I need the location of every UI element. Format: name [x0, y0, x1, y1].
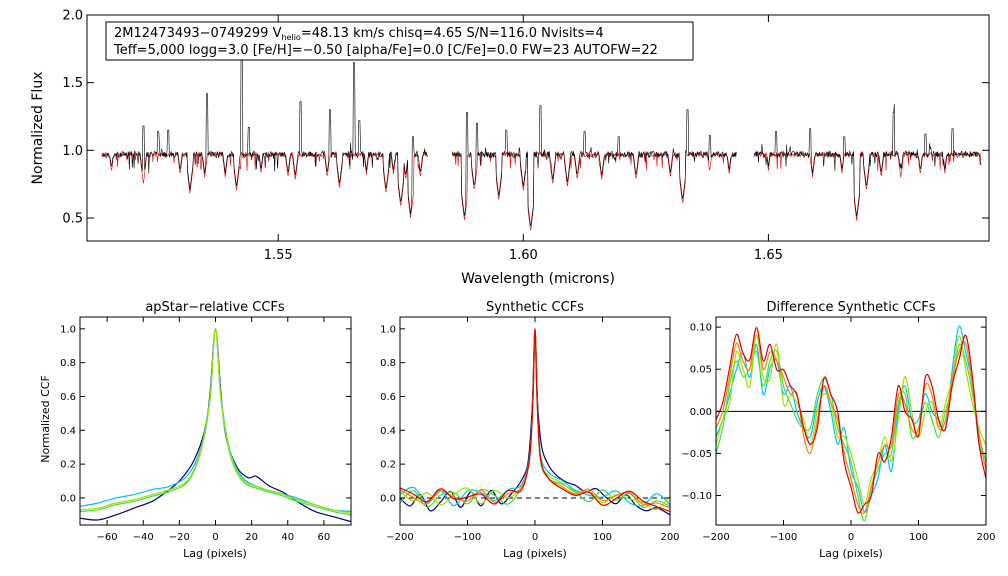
difference-ccf-lines — [716, 325, 986, 522]
synthetic-ccf-series-visit-3 — [400, 328, 670, 509]
spectrum-observed-segment-3 — [753, 103, 982, 217]
synthetic-ccf-series-visit-2 — [400, 328, 670, 507]
spectrum-xtick-label: 1.65 — [754, 248, 783, 263]
difference-ccf-xtick-label: −100 — [770, 532, 797, 543]
difference-ccf-series-visit-2 — [716, 343, 986, 522]
difference-ccf-ytick-label: 0.05 — [690, 365, 712, 376]
apstar-ccf-xtick-label: −40 — [133, 532, 154, 543]
apstar-ccf-xtick-label: 40 — [281, 532, 294, 543]
apstar-ccf-title: apStar−relative CCFs — [145, 300, 285, 315]
difference-ccf-title: Difference Synthetic CCFs — [766, 300, 935, 315]
apstar-ccf-ticks — [80, 317, 351, 525]
apstar-ccf-ytick-label: 0.2 — [60, 460, 76, 471]
difference-ccf-panel: −200 −100 0 100 200 −0.10 −0.05 0.00 0.05 0.10 Di… — [681, 300, 995, 560]
apstar-ccf-ytick-label: 1.0 — [60, 324, 76, 335]
synthetic-ccf-series-visit-5 — [400, 328, 670, 509]
synthetic-ccf-xtick-label: −100 — [454, 532, 481, 543]
spectrum-observed-segment-1 — [101, 32, 428, 214]
synthetic-ccf-title: Synthetic CCFs — [486, 300, 584, 315]
spectrum-ytick-label: 0.5 — [62, 212, 83, 227]
difference-ccf-series-visit-5 — [716, 327, 986, 514]
spectrum-axes-frame — [86, 14, 990, 242]
apstar-ccf-ytick-label: 0.8 — [60, 358, 76, 369]
spectrum-xlabel: Wavelength (microns) — [461, 271, 615, 287]
synthetic-ccf-xtick-label: 200 — [660, 532, 679, 543]
synthetic-ccf-ytick-label: 0.8 — [380, 358, 396, 369]
synthetic-ccf-panel: −200 −100 0 100 200 0.0 0.2 0.4 0.6 0.8 1.0 Synthe… — [380, 300, 679, 560]
synthetic-ccf-ytick-label: 0.2 — [380, 460, 396, 471]
difference-ccf-xtick-label: −200 — [702, 532, 729, 543]
spectrum-ticks — [87, 14, 989, 241]
spectrum-xtick-label: 1.55 — [264, 248, 293, 263]
apstar-ccf-ytick-label: 0.4 — [60, 426, 76, 437]
spectrum-observed-segment-2 — [451, 105, 737, 226]
synthetic-ccf-series-visit-4 — [400, 328, 670, 511]
synthetic-ccf-xtick-label: −200 — [386, 532, 413, 543]
apstar-ccf-ylabel: Normalized CCF — [39, 375, 52, 463]
synthetic-ccf-ytick-label: 0.0 — [380, 493, 396, 504]
apstar-ccf-series-visit-2 — [80, 328, 351, 513]
synthetic-ccf-series-visit-6 — [400, 328, 670, 513]
spectrum-tick-labels: 1.55 1.60 1.65 0.5 1.0 1.5 2.0 — [62, 9, 783, 263]
apstar-ccf-series-visit-1 — [80, 328, 351, 523]
spectrum-synthetic-segment-2 — [451, 151, 737, 231]
apstar-ccf-xtick-label: 20 — [245, 532, 258, 543]
difference-ccf-xtick-label: 100 — [909, 532, 928, 543]
difference-ccf-ytick-label: 0.00 — [690, 407, 712, 418]
synthetic-ccf-ticks — [399, 317, 671, 525]
difference-ccf-xtick-label: 200 — [976, 532, 995, 543]
difference-ccf-xtick-label: 0 — [848, 532, 854, 543]
synthetic-ccf-tick-labels: −200 −100 0 100 200 0.0 0.2 0.4 0.6 0.8 1.0 — [380, 324, 679, 543]
spectrum-info-line1: 2M12473493−0749299 Vhelio=48.13 km/s chi… — [114, 26, 604, 42]
difference-ccf-series-visit-4 — [716, 326, 986, 515]
synthetic-ccf-series-visit-1 — [400, 328, 670, 516]
spectrum-ytick-label: 1.0 — [62, 144, 83, 159]
synthetic-ccf-lines — [400, 328, 670, 516]
fit-statistics: =48.13 km/s chisq=4.65 S/N=116.0 Nvisits… — [301, 26, 604, 41]
apstar-ccf-lines — [80, 328, 351, 523]
spectrum-info-line2: Teff=5,000 logg=3.0 [Fe/H]=−0.50 [alpha/… — [113, 43, 658, 58]
synthetic-ccf-xlabel: Lag (pixels) — [503, 547, 567, 560]
difference-ccf-ticks — [715, 317, 987, 525]
difference-ccf-tick-labels: −200 −100 0 100 200 −0.10 −0.05 0.00 0.05 0.10 — [681, 323, 995, 543]
spectrum-synthetic-segment-3 — [753, 150, 982, 221]
spectrum-ytick-label: 2.0 — [62, 9, 83, 24]
synthetic-ccf-ytick-label: 1.0 — [380, 324, 396, 335]
difference-ccf-ytick-label: −0.10 — [681, 491, 712, 502]
difference-ccf-ytick-label: −0.05 — [681, 449, 712, 460]
synthetic-ccf-xtick-label: 100 — [593, 532, 612, 543]
difference-ccf-ytick-label: 0.10 — [690, 323, 712, 334]
synthetic-ccf-ytick-label: 0.6 — [380, 392, 396, 403]
spectrum-xtick-label: 1.60 — [509, 248, 538, 263]
velocity-subscript: helio — [281, 33, 300, 42]
spectrum-lines — [101, 32, 982, 231]
apstar-ccf-tick-labels: −60 −40 −20 0 20 40 60 0.0 0.2 0.4 0.6 0.8 1.0 — [60, 324, 330, 543]
apstar-ccf-panel: −60 −40 −20 0 20 40 60 0.0 0.2 0.4 0.6 0.8 1.0 apSta… — [39, 300, 352, 560]
apstar-ccf-ytick-label: 0.0 — [60, 493, 76, 504]
apstar-ccf-series-visit-3 — [80, 328, 351, 516]
apstar-ccf-ytick-label: 0.6 — [60, 392, 76, 403]
apstar-ccf-xtick-label: −20 — [169, 532, 190, 543]
spectrum-ytick-label: 1.5 — [62, 76, 83, 91]
synthetic-ccf-xtick-label: 0 — [532, 532, 538, 543]
spectrum-panel: 1.55 1.60 1.65 0.5 1.0 1.5 2.0 2M12473493−0749… — [30, 9, 990, 287]
synthetic-ccf-ytick-label: 0.4 — [380, 426, 396, 437]
apstar-ccf-xtick-label: 60 — [318, 532, 331, 543]
apstar-ccf-series-visit-4 — [80, 328, 351, 514]
apstar-ccf-xtick-label: −60 — [97, 532, 118, 543]
star-id-velocity: 2M12473493−0749299 V — [114, 26, 282, 41]
spectrum-info-box — [105, 21, 694, 61]
difference-ccf-series-visit-3 — [716, 334, 986, 505]
spectrum-ylabel: Normalized Flux — [30, 72, 46, 185]
apstar-ccf-xlabel: Lag (pixels) — [183, 547, 247, 560]
apstar-ccf-axes-frame — [79, 316, 352, 526]
apstar-ccf-xtick-label: 0 — [212, 532, 218, 543]
difference-ccf-xlabel: Lag (pixels) — [819, 547, 883, 560]
